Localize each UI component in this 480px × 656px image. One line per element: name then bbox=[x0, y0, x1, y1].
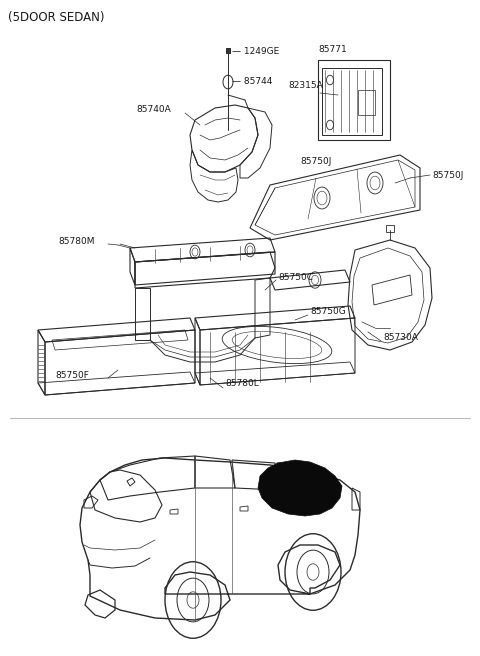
Text: 85740A: 85740A bbox=[136, 106, 171, 115]
Text: (5DOOR SEDAN): (5DOOR SEDAN) bbox=[8, 12, 105, 24]
Text: 85730A: 85730A bbox=[383, 333, 418, 342]
Polygon shape bbox=[258, 460, 342, 516]
Text: — 1249GE: — 1249GE bbox=[232, 47, 279, 56]
Text: 85780L: 85780L bbox=[225, 379, 259, 388]
Polygon shape bbox=[226, 48, 230, 53]
Text: 85780M: 85780M bbox=[58, 237, 95, 247]
Text: 85750F: 85750F bbox=[55, 371, 89, 380]
Text: 85750C: 85750C bbox=[278, 272, 313, 281]
Text: — 85744: — 85744 bbox=[232, 77, 272, 87]
Text: 82315A: 82315A bbox=[288, 81, 323, 89]
Text: 85750J: 85750J bbox=[432, 171, 463, 180]
Text: 85771: 85771 bbox=[318, 45, 347, 54]
Text: 85750G: 85750G bbox=[310, 308, 346, 316]
Text: 85750J: 85750J bbox=[300, 157, 331, 167]
